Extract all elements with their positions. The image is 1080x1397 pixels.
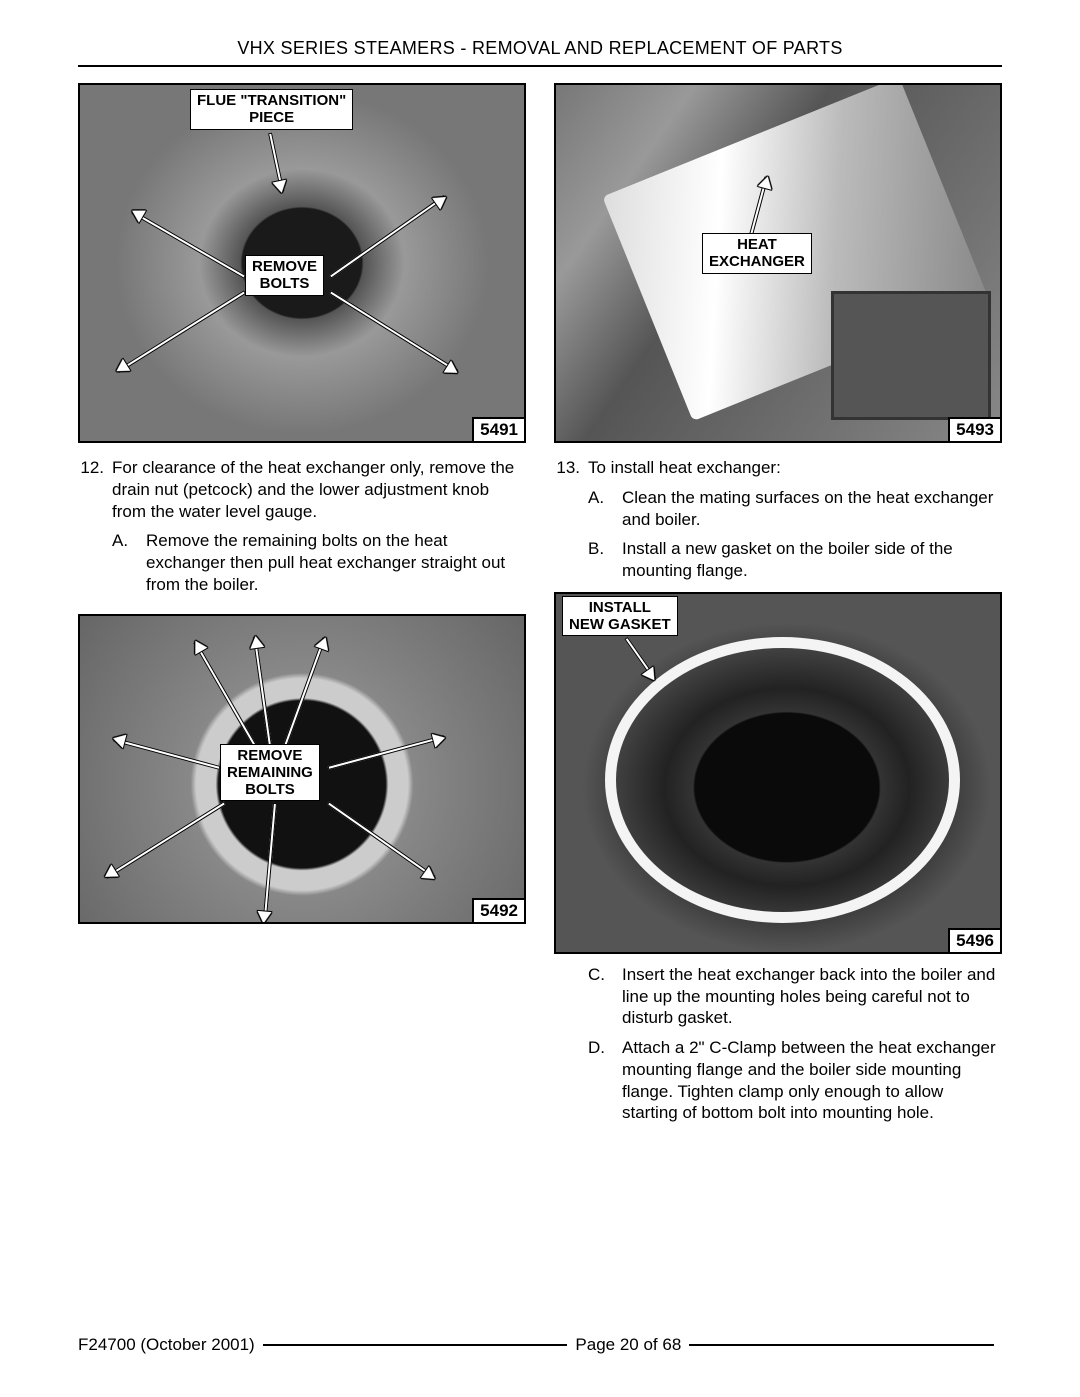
item-number: 12. <box>78 457 112 522</box>
item-number: 13. <box>554 457 588 479</box>
footer-page-num: Page 20 of 68 <box>575 1335 681 1355</box>
page-header: VHX SERIES STEAMERS - REMOVAL AND REPLAC… <box>78 38 1002 67</box>
item-text: To install heat exchanger: <box>588 457 1002 479</box>
figure-5496: INSTALL NEW GASKET 5496 <box>554 592 1002 954</box>
subitem-letter: C. <box>588 964 622 1029</box>
footer-rule <box>263 1344 568 1346</box>
step-12: 12. For clearance of the heat exchanger … <box>78 457 526 596</box>
subitem-letter: A. <box>588 487 622 531</box>
subitem-letter: A. <box>112 530 146 595</box>
gasket-ring <box>605 637 960 923</box>
flange <box>831 291 991 419</box>
footer-rule <box>689 1344 994 1346</box>
list-item: 12. For clearance of the heat exchanger … <box>78 457 526 522</box>
figure-number: 5496 <box>948 928 1000 952</box>
subitem-letter: B. <box>588 538 622 582</box>
list-subitem: D. Attach a 2" C-Clamp between the heat … <box>588 1037 1002 1124</box>
footer-doc-id: F24700 (October 2001) <box>78 1335 255 1355</box>
subitem-text: Attach a 2" C-Clamp between the heat exc… <box>622 1037 1002 1124</box>
step-13-top: 13. To install heat exchanger: A. Clean … <box>554 457 1002 582</box>
figure-label-remove-bolts: REMOVE BOLTS <box>245 255 324 296</box>
page-footer: F24700 (October 2001) Page 20 of 68 <box>78 1335 1002 1355</box>
right-column: HEAT EXCHANGER 5493 13. To install heat … <box>554 83 1002 1124</box>
list-subitem: C. Insert the heat exchanger back into t… <box>588 964 1002 1029</box>
list-subitem: B. Install a new gasket on the boiler si… <box>588 538 1002 582</box>
list-subitem: A. Clean the mating surfaces on the heat… <box>588 487 1002 531</box>
left-column: FLUE "TRANSITION" PIECE REMOVE BOLTS 549… <box>78 83 526 1124</box>
subitem-text: Remove the remaining bolts on the heat e… <box>146 530 526 595</box>
subitem-text: Insert the heat exchanger back into the … <box>622 964 1002 1029</box>
figure-5491: FLUE "TRANSITION" PIECE REMOVE BOLTS 549… <box>78 83 526 443</box>
figure-5492: REMOVE REMAINING BOLTS 5492 <box>78 614 526 924</box>
step-13-bottom: C. Insert the heat exchanger back into t… <box>554 964 1002 1124</box>
figure-label-install-gasket: INSTALL NEW GASKET <box>562 596 678 637</box>
item-text: For clearance of the heat exchanger only… <box>112 457 526 522</box>
subitem-text: Clean the mating surfaces on the heat ex… <box>622 487 1002 531</box>
figure-number: 5492 <box>472 898 524 922</box>
figure-number: 5493 <box>948 417 1000 441</box>
figure-label-heat-exchanger: HEAT EXCHANGER <box>702 233 812 274</box>
figure-label-remove-remaining: REMOVE REMAINING BOLTS <box>220 744 320 802</box>
content-columns: FLUE "TRANSITION" PIECE REMOVE BOLTS 549… <box>78 83 1002 1124</box>
figure-5493: HEAT EXCHANGER 5493 <box>554 83 1002 443</box>
subitem-text: Install a new gasket on the boiler side … <box>622 538 1002 582</box>
subitem-letter: D. <box>588 1037 622 1124</box>
list-item: 13. To install heat exchanger: <box>554 457 1002 479</box>
figure-label-flue: FLUE "TRANSITION" PIECE <box>190 89 353 130</box>
figure-number: 5491 <box>472 417 524 441</box>
page: VHX SERIES STEAMERS - REMOVAL AND REPLAC… <box>0 0 1080 1397</box>
list-subitem: A. Remove the remaining bolts on the hea… <box>112 530 526 595</box>
